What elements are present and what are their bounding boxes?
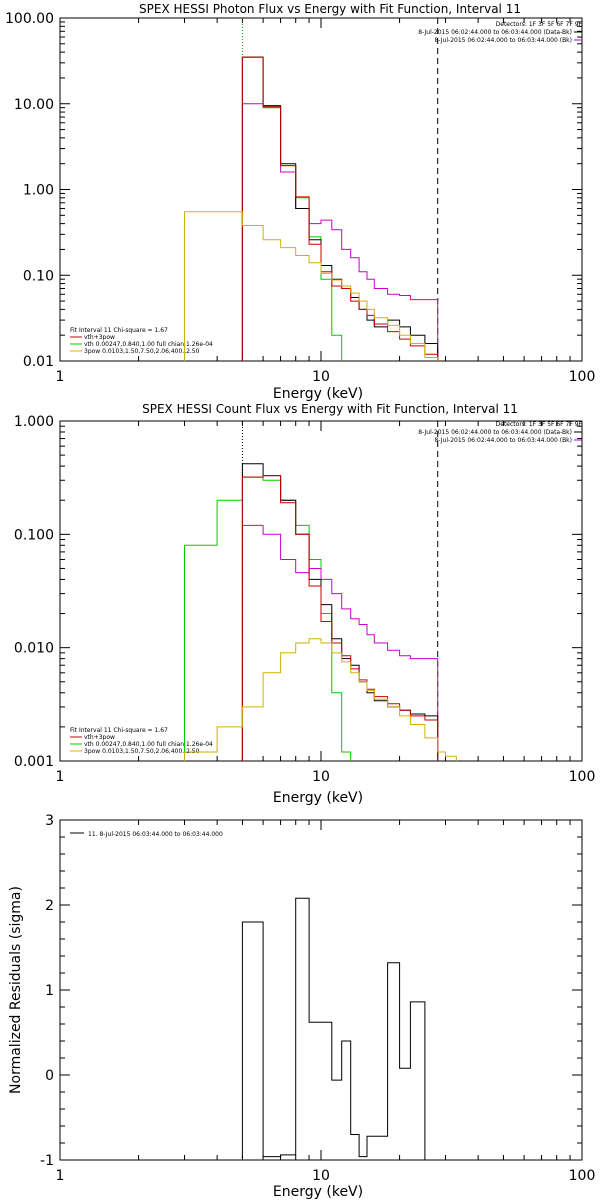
count-legend-3pow: 3pow 0.0103,1.50,7.50,2.06,400.,2.50 bbox=[84, 748, 200, 755]
count-series-4-step-line bbox=[184, 638, 457, 761]
count-series-3-step-line bbox=[241, 475, 439, 761]
count-x-tick-label: 1 bbox=[56, 769, 65, 785]
count-x-axis-label: Energy (keV) bbox=[273, 790, 363, 806]
photon-legend-fit-interval: Fit Interval 11 Chi-square = 1.67 bbox=[70, 327, 168, 334]
photon-x-axis-label: Energy (keV) bbox=[273, 386, 363, 402]
residuals-plot-frame bbox=[59, 819, 583, 1161]
photon-y-tick-label: 0.01 bbox=[23, 354, 54, 370]
residuals-y-axis-label: Normalized Residuals (sigma) bbox=[8, 886, 24, 1094]
count-series-0-step-line bbox=[184, 476, 352, 761]
count-legend-vth-3pow: vth+3pow bbox=[84, 734, 115, 741]
count-y-tick-label: 0.100 bbox=[14, 527, 54, 543]
residuals-series-0-step-line bbox=[241, 897, 426, 1160]
residuals-x-tick-label: 1 bbox=[56, 1168, 65, 1184]
count-y-tick-label: 0.010 bbox=[14, 641, 54, 657]
photon-legend-vth: vth 0.00247,0.840,1.00 full chian 1.26e-… bbox=[84, 341, 213, 348]
count-series-2-step-line bbox=[241, 463, 439, 761]
count-flux-panel: SPEX HESSI Count Flux vs Energy with Fit… bbox=[14, 402, 595, 806]
photon-header-bk: 8-Jul-2015 06:02:44.000 to 06:03:44.000 … bbox=[434, 37, 572, 44]
photon-flux-panel: SPEX HESSI Photon Flux vs Energy with Fi… bbox=[5, 2, 595, 402]
photon-series-4-step-line bbox=[184, 211, 446, 361]
residuals-y-tick-label: 2 bbox=[45, 898, 54, 914]
photon-x-tick-label: 100 bbox=[569, 369, 596, 385]
photon-series-2-step-line bbox=[241, 56, 439, 361]
count-series-1-step-line bbox=[241, 524, 439, 761]
photon-y-tick-label: 1.00 bbox=[23, 183, 54, 199]
photon-plot-frame bbox=[59, 17, 583, 362]
photon-legend-3pow: 3pow 0.0103,1.50,7.50,2.06,400.,2.50 bbox=[84, 348, 200, 355]
photon-legend-vth-3pow: vth+3pow bbox=[84, 334, 115, 341]
residuals-panel: 11. 8-Jul-2015 06:03:44.000 to 06:03:44.… bbox=[8, 813, 595, 1200]
count-x-tick-label: 100 bbox=[569, 769, 596, 785]
photon-y-tick-label: 100.00 bbox=[5, 11, 54, 27]
residuals-y-tick-label: 0 bbox=[45, 1068, 54, 1084]
count-header-data-bk: 8-Jul-2015 06:02:44.000 to 06:03:44.000 … bbox=[418, 429, 572, 436]
photon-series-3-step-line bbox=[241, 56, 439, 361]
photon-y-tick-label: 10.00 bbox=[14, 97, 54, 113]
photon-x-tick-label: 10 bbox=[312, 369, 330, 385]
photon-flux-title: SPEX HESSI Photon Flux vs Energy with Fi… bbox=[139, 2, 521, 16]
count-detectors-label: Detectors: 1F 3F 5F 6F 7F 9F bbox=[496, 421, 583, 428]
count-x-tick-label: 10 bbox=[312, 769, 330, 785]
residuals-y-tick-label: -1 bbox=[40, 1153, 54, 1169]
residuals-y-tick-label: 1 bbox=[45, 983, 54, 999]
residuals-x-tick-label: 100 bbox=[569, 1168, 596, 1184]
residuals-legend: 11. 8-Jul-2015 06:03:44.000 to 06:03:44.… bbox=[88, 831, 223, 838]
count-header-bk: 8-Jul-2015 06:02:44.000 to 06:03:44.000 … bbox=[434, 437, 572, 444]
count-legend-fit-interval: Fit Interval 11 Chi-square = 1.67 bbox=[70, 727, 168, 734]
count-y-tick-label: 0.001 bbox=[14, 754, 54, 770]
photon-x-tick-label: 1 bbox=[56, 369, 65, 385]
count-legend-vth: vth 0.00247,0.840,1.00 full chian 1.26e-… bbox=[84, 741, 213, 748]
photon-detectors-label: Detectors: 1F 3F 5F 6F 7F 9F bbox=[496, 21, 583, 28]
photon-y-tick-label: 0.10 bbox=[23, 268, 54, 284]
count-y-tick-label: 1.000 bbox=[14, 414, 54, 430]
photon-series-1-step-line bbox=[241, 103, 439, 361]
residuals-y-tick-label: 3 bbox=[45, 813, 54, 829]
residuals-x-axis-label: Energy (keV) bbox=[273, 1184, 363, 1200]
photon-header-data-bk: 8-Jul-2015 06:02:44.000 to 06:03:44.000 … bbox=[418, 29, 572, 36]
count-flux-title: SPEX HESSI Count Flux vs Energy with Fit… bbox=[142, 402, 518, 416]
residuals-x-tick-label: 10 bbox=[312, 1168, 330, 1184]
